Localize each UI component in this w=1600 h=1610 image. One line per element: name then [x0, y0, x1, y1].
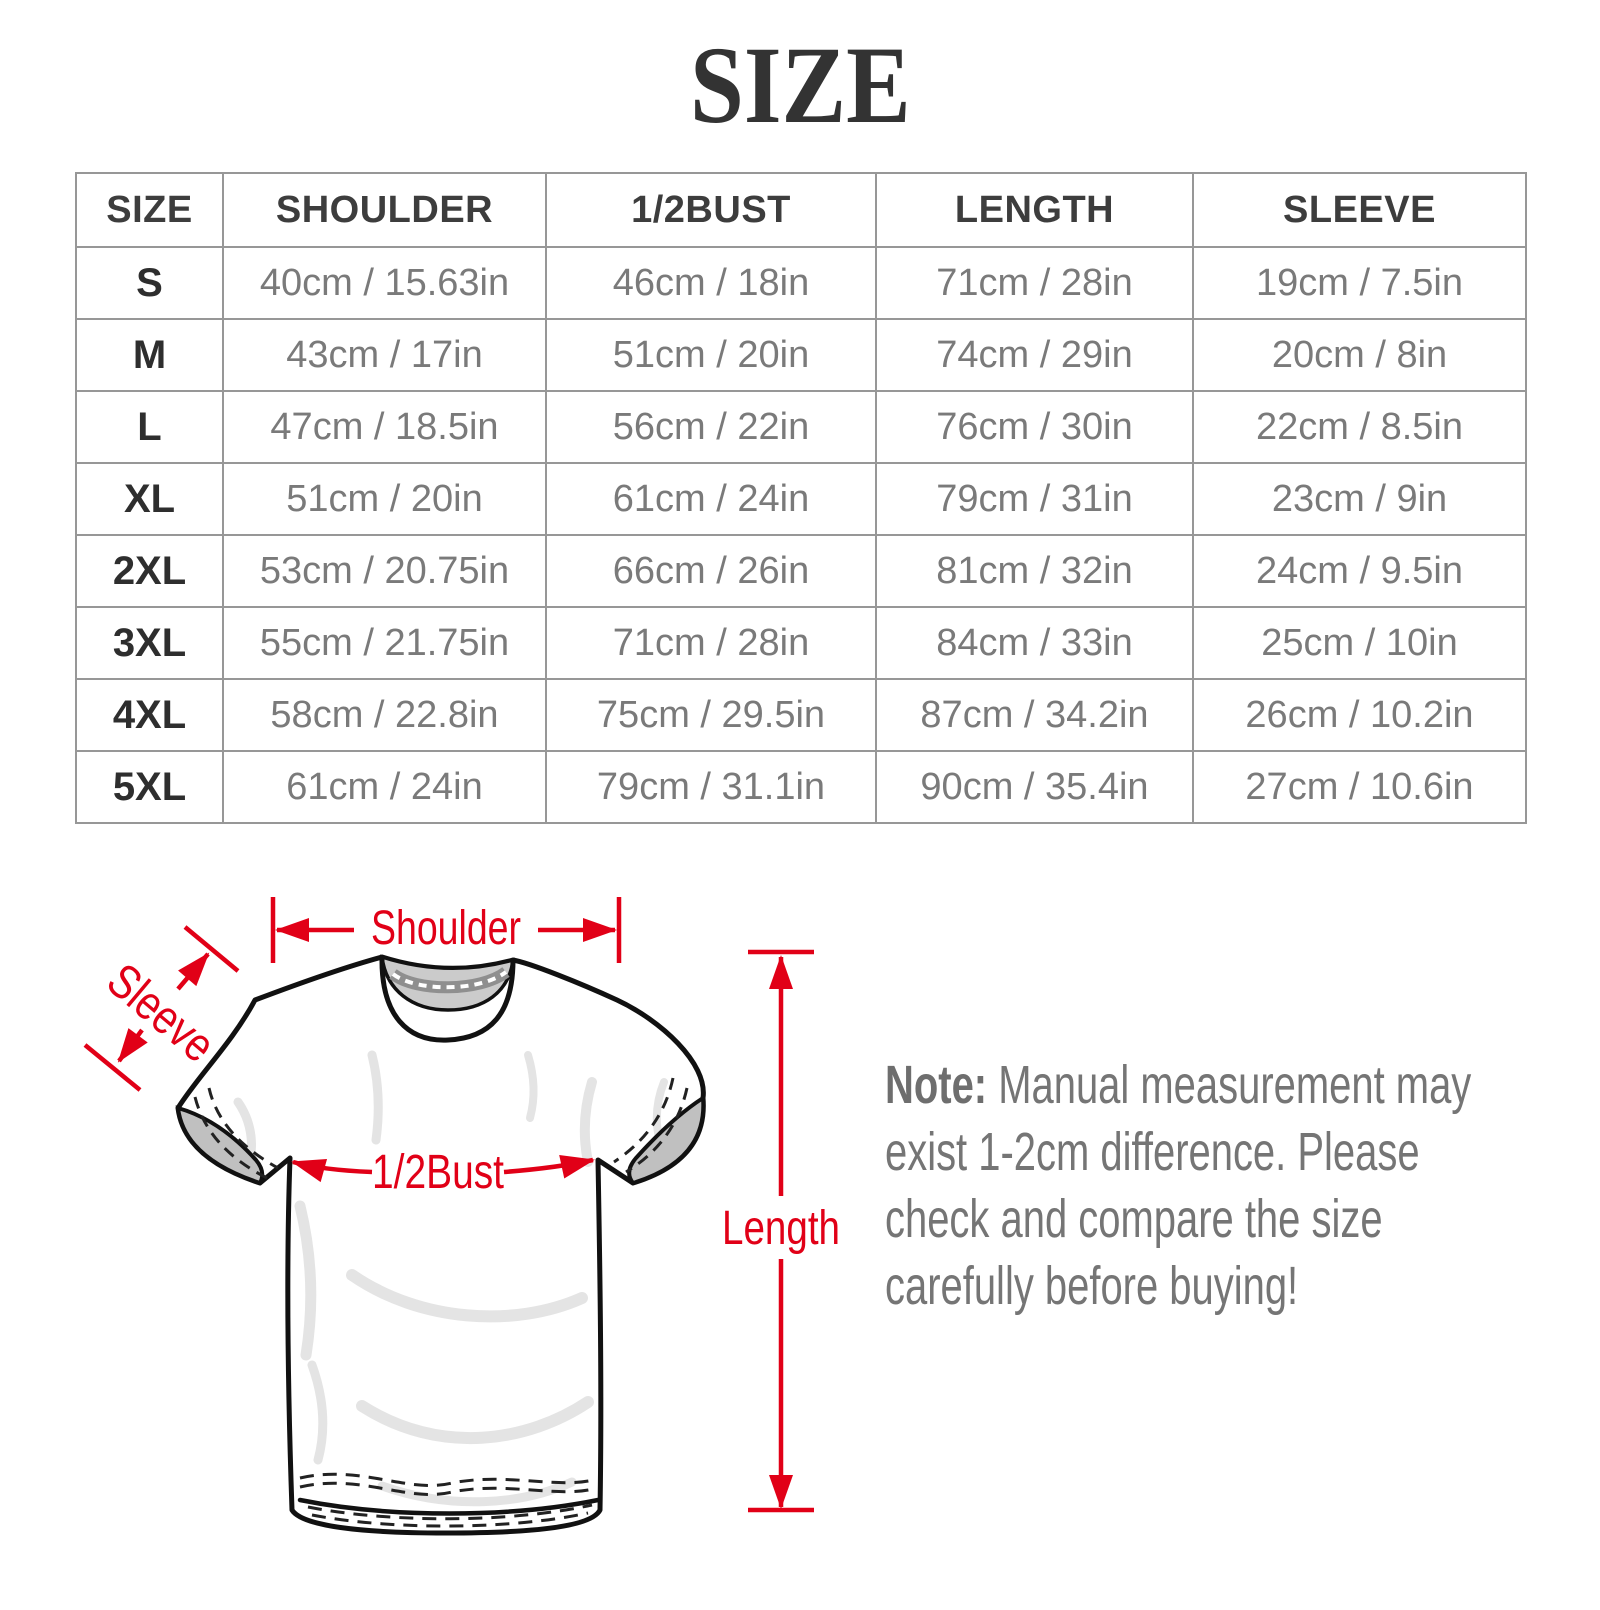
right-cuff: [627, 1094, 706, 1186]
note-line: Note: Manual measurement may: [885, 1055, 1472, 1115]
tshirt-illustration: [175, 954, 706, 1536]
table-row: 4XL 58cm / 22.8in 75cm / 29.5in 87cm / 3…: [75, 678, 1527, 752]
shoulder-label: Shoulder: [371, 902, 521, 955]
cell-sleeve: 23cm / 9in: [1192, 462, 1527, 536]
cell-length: 71cm / 28in: [875, 246, 1194, 320]
header-size: SIZE: [75, 172, 224, 248]
shoulder-dimension: Shoulder: [270, 897, 622, 963]
cell-sleeve: 27cm / 10.6in: [1192, 750, 1527, 824]
cell-bust: 66cm / 26in: [545, 534, 877, 608]
cell-bust: 46cm / 18in: [545, 246, 877, 320]
bust-label: 1/2Bust: [372, 1146, 504, 1199]
cell-sleeve: 20cm / 8in: [1192, 318, 1527, 392]
cell-length: 90cm / 35.4in: [875, 750, 1194, 824]
cell-bust: 79cm / 31.1in: [545, 750, 877, 824]
length-dimension: Length: [722, 949, 840, 1513]
header-bust: 1/2BUST: [545, 172, 877, 248]
cell-shoulder: 47cm / 18.5in: [222, 390, 547, 464]
header-shoulder: SHOULDER: [222, 172, 547, 248]
cell-sleeve: 24cm / 9.5in: [1192, 534, 1527, 608]
size-diagram: Shoulder Sleeve 1/2Bust Length: [83, 897, 840, 1536]
table-row: 2XL 53cm / 20.75in 66cm / 26in 81cm / 32…: [75, 534, 1527, 608]
table-row: L 47cm / 18.5in 56cm / 22in 76cm / 30in …: [75, 390, 1527, 464]
note-line: exist 1-2cm difference. Please: [885, 1122, 1420, 1182]
cell-bust: 71cm / 28in: [545, 606, 877, 680]
cell-length: 74cm / 29in: [875, 318, 1194, 392]
cell-shoulder: 53cm / 20.75in: [222, 534, 547, 608]
cell-length: 84cm / 33in: [875, 606, 1194, 680]
note-line: carefully before buying!: [885, 1256, 1299, 1316]
cell-sleeve: 19cm / 7.5in: [1192, 246, 1527, 320]
cell-size: L: [75, 390, 224, 464]
cell-bust: 51cm / 20in: [545, 318, 877, 392]
cell-size: M: [75, 318, 224, 392]
table-row: 5XL 61cm / 24in 79cm / 31.1in 90cm / 35.…: [75, 750, 1527, 824]
cell-sleeve: 26cm / 10.2in: [1192, 678, 1527, 752]
cell-size: 2XL: [75, 534, 224, 608]
table-header-row: SIZE SHOULDER 1/2BUST LENGTH SLEEVE: [75, 172, 1527, 248]
cell-shoulder: 51cm / 20in: [222, 462, 547, 536]
note-label: Note:: [885, 1055, 988, 1115]
bust-dimension: 1/2Bust: [291, 1146, 595, 1199]
cell-size: S: [75, 246, 224, 320]
note: Note: Manual measurement may exist 1-2cm…: [885, 1052, 1492, 1320]
cell-length: 76cm / 30in: [875, 390, 1194, 464]
cell-bust: 75cm / 29.5in: [545, 678, 877, 752]
cell-shoulder: 40cm / 15.63in: [222, 246, 547, 320]
collar-band: [379, 956, 516, 1043]
cell-length: 81cm / 32in: [875, 534, 1194, 608]
table-row: XL 51cm / 20in 61cm / 24in 79cm / 31in 2…: [75, 462, 1527, 536]
tshirt-body: [175, 954, 706, 1536]
length-label: Length: [722, 1202, 840, 1255]
size-table: SIZE SHOULDER 1/2BUST LENGTH SLEEVE S 40…: [75, 172, 1527, 824]
cell-shoulder: 61cm / 24in: [222, 750, 547, 824]
note-line: check and compare the size: [885, 1189, 1383, 1249]
cell-shoulder: 43cm / 17in: [222, 318, 547, 392]
table-row: 3XL 55cm / 21.75in 71cm / 28in 84cm / 33…: [75, 606, 1527, 680]
cell-size: 3XL: [75, 606, 224, 680]
cell-size: XL: [75, 462, 224, 536]
cell-sleeve: 25cm / 10in: [1192, 606, 1527, 680]
header-length: LENGTH: [875, 172, 1194, 248]
cell-bust: 56cm / 22in: [545, 390, 877, 464]
cell-shoulder: 55cm / 21.75in: [222, 606, 547, 680]
cell-length: 87cm / 34.2in: [875, 678, 1194, 752]
table-row: S 40cm / 15.63in 46cm / 18in 71cm / 28in…: [75, 246, 1527, 320]
cell-size: 5XL: [75, 750, 224, 824]
header-sleeve: SLEEVE: [1192, 172, 1527, 248]
cell-sleeve: 22cm / 8.5in: [1192, 390, 1527, 464]
table-row: M 43cm / 17in 51cm / 20in 74cm / 29in 20…: [75, 318, 1527, 392]
cell-bust: 61cm / 24in: [545, 462, 877, 536]
cell-shoulder: 58cm / 22.8in: [222, 678, 547, 752]
sleeve-label: Sleeve: [97, 954, 225, 1073]
cell-length: 79cm / 31in: [875, 462, 1194, 536]
page-title: SIZE: [689, 24, 911, 146]
cell-size: 4XL: [75, 678, 224, 752]
